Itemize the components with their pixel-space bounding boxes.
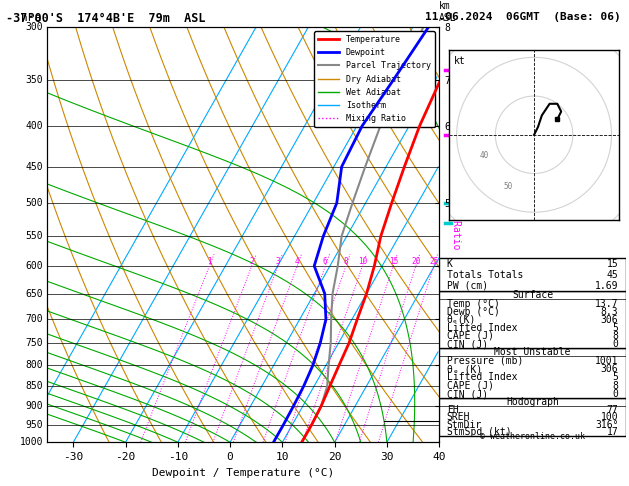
Text: Hodograph: Hodograph (506, 397, 559, 407)
Text: 25: 25 (429, 257, 438, 266)
Text: 950: 950 (26, 419, 43, 430)
Text: 10: 10 (358, 257, 367, 266)
Text: 77: 77 (606, 405, 618, 415)
Text: 750: 750 (26, 338, 43, 348)
Text: 5: 5 (613, 372, 618, 382)
Bar (439, 292, 626, 348)
Text: 4: 4 (295, 257, 299, 266)
Text: 400: 400 (26, 121, 43, 131)
Bar (439, 258, 626, 292)
Bar (439, 399, 626, 436)
Text: 3: 3 (276, 257, 281, 266)
Text: 17: 17 (606, 427, 618, 437)
Text: StmDir: StmDir (447, 419, 482, 430)
Text: km
ASL: km ASL (439, 1, 457, 22)
Text: 1: 1 (207, 257, 212, 266)
Text: 0: 0 (613, 339, 618, 349)
Text: 0: 0 (613, 389, 618, 399)
Text: θₑ (K): θₑ (K) (447, 364, 482, 374)
Text: Lifted Index: Lifted Index (447, 323, 517, 333)
Text: Pressure (mb): Pressure (mb) (447, 356, 523, 365)
Text: θₑ(K): θₑ(K) (447, 315, 476, 325)
Text: 350: 350 (26, 75, 43, 85)
Text: 800: 800 (26, 360, 43, 370)
Text: 6: 6 (323, 257, 328, 266)
Text: 8: 8 (613, 331, 618, 341)
Text: SREH: SREH (447, 412, 470, 422)
Text: EH: EH (447, 405, 459, 415)
Text: StmSpd (kt): StmSpd (kt) (447, 427, 511, 437)
Text: -37°00'S  174°4B'E  79m  ASL: -37°00'S 174°4B'E 79m ASL (6, 12, 206, 25)
Text: LCL: LCL (441, 417, 457, 425)
Text: 100: 100 (601, 412, 618, 422)
Text: Most Unstable: Most Unstable (494, 347, 571, 357)
Text: 8.3: 8.3 (601, 307, 618, 317)
Text: 600: 600 (26, 261, 43, 271)
Text: 11.06.2024  06GMT  (Base: 06): 11.06.2024 06GMT (Base: 06) (425, 12, 620, 22)
Text: 8: 8 (613, 381, 618, 391)
Text: Dewp (°C): Dewp (°C) (447, 307, 499, 317)
Bar (439, 348, 626, 399)
Text: kt: kt (454, 56, 465, 67)
Text: 306: 306 (601, 364, 618, 374)
Legend: Temperature, Dewpoint, Parcel Trajectory, Dry Adiabat, Wet Adiabat, Isotherm, Mi: Temperature, Dewpoint, Parcel Trajectory… (314, 31, 435, 127)
Text: 850: 850 (26, 381, 43, 391)
Text: 2: 2 (250, 257, 254, 266)
Text: 13.7: 13.7 (595, 298, 618, 309)
Text: 650: 650 (26, 289, 43, 298)
X-axis label: Dewpoint / Temperature (°C): Dewpoint / Temperature (°C) (152, 468, 334, 478)
Text: CIN (J): CIN (J) (447, 339, 487, 349)
Text: PW (cm): PW (cm) (447, 281, 487, 291)
Text: 450: 450 (26, 162, 43, 172)
Text: 20: 20 (411, 257, 420, 266)
Text: 15: 15 (606, 259, 618, 269)
Text: K: K (447, 259, 452, 269)
Text: 1000: 1000 (19, 437, 43, 447)
Text: 40: 40 (480, 151, 489, 160)
Text: 50: 50 (503, 182, 513, 191)
Text: hPa: hPa (21, 13, 41, 22)
Text: Lifted Index: Lifted Index (447, 372, 517, 382)
Text: 45: 45 (606, 270, 618, 280)
Text: Totals Totals: Totals Totals (447, 270, 523, 280)
Text: 1001: 1001 (595, 356, 618, 365)
Text: 5: 5 (613, 323, 618, 333)
Text: CAPE (J): CAPE (J) (447, 381, 494, 391)
Text: 300: 300 (26, 22, 43, 32)
Text: CAPE (J): CAPE (J) (447, 331, 494, 341)
Text: CIN (J): CIN (J) (447, 389, 487, 399)
Text: © weatheronline.co.uk: © weatheronline.co.uk (480, 432, 585, 441)
Text: Surface: Surface (512, 291, 553, 300)
Text: 15: 15 (389, 257, 398, 266)
Text: 316°: 316° (595, 419, 618, 430)
Text: 306: 306 (601, 315, 618, 325)
Text: 900: 900 (26, 401, 43, 411)
Text: 500: 500 (26, 198, 43, 208)
Text: 1.69: 1.69 (595, 281, 618, 291)
Y-axis label: Mixing Ratio (g/kg): Mixing Ratio (g/kg) (451, 179, 461, 290)
Text: Temp (°C): Temp (°C) (447, 298, 499, 309)
Text: 8: 8 (343, 257, 348, 266)
Text: 550: 550 (26, 231, 43, 241)
Text: 700: 700 (26, 314, 43, 324)
